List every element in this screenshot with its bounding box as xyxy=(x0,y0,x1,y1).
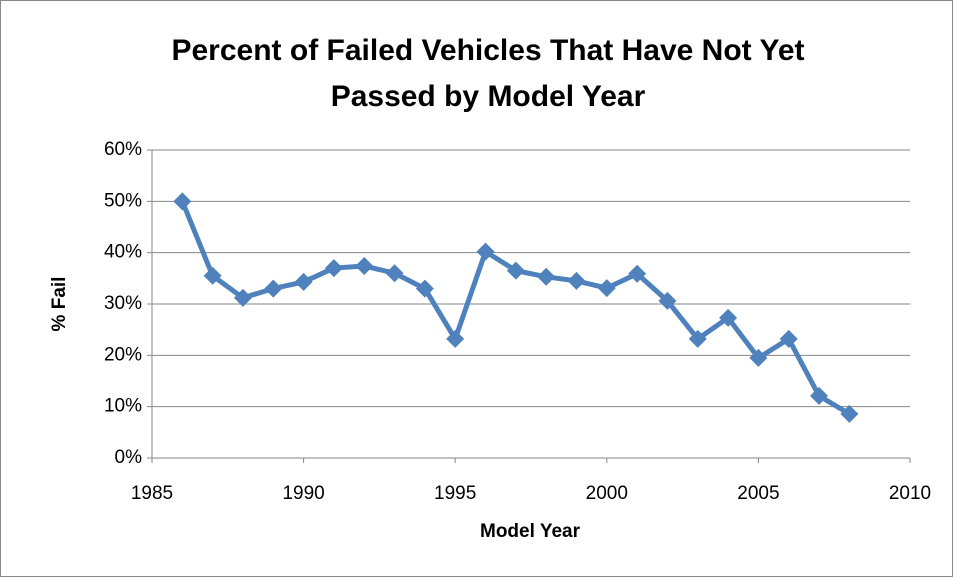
marker xyxy=(324,259,343,278)
y-tick-label: 20% xyxy=(104,344,142,365)
marker xyxy=(779,329,798,348)
marker xyxy=(658,291,677,310)
x-axis-title: Model Year xyxy=(480,521,581,542)
marker xyxy=(294,272,313,291)
marker xyxy=(506,261,525,280)
x-tick-label: 2000 xyxy=(586,483,628,504)
marker xyxy=(597,279,616,298)
marker xyxy=(749,348,768,367)
marker xyxy=(264,279,283,298)
marker xyxy=(415,279,434,298)
marker xyxy=(628,264,647,283)
marker xyxy=(385,264,404,283)
y-tick-label: 60% xyxy=(104,139,142,160)
y-tick-label: 50% xyxy=(104,190,142,211)
marker xyxy=(840,404,859,423)
y-tick-label: 40% xyxy=(104,242,142,263)
marker xyxy=(476,242,495,261)
marker xyxy=(810,386,829,405)
y-tick-label: 30% xyxy=(104,293,142,314)
marker xyxy=(233,288,252,307)
x-tick-label: 2005 xyxy=(737,483,779,504)
x-tick-label: 1995 xyxy=(434,483,476,504)
x-tick-label: 2010 xyxy=(889,483,931,504)
y-axis-title: % Fail xyxy=(49,277,70,332)
marker xyxy=(537,267,556,286)
marker xyxy=(203,266,222,285)
x-tick-label: 1990 xyxy=(282,483,324,504)
chart-title: Percent of Failed Vehicles That Have Not… xyxy=(171,34,804,67)
marker xyxy=(355,257,374,276)
y-tick-label: 0% xyxy=(115,447,143,468)
chart-title: Passed by Model Year xyxy=(331,80,646,113)
marker xyxy=(719,308,738,327)
y-tick-label: 10% xyxy=(104,396,142,417)
marker xyxy=(173,192,192,211)
x-tick-label: 1985 xyxy=(131,483,173,504)
marker xyxy=(446,329,465,348)
marker xyxy=(567,271,586,290)
marker xyxy=(688,329,707,348)
